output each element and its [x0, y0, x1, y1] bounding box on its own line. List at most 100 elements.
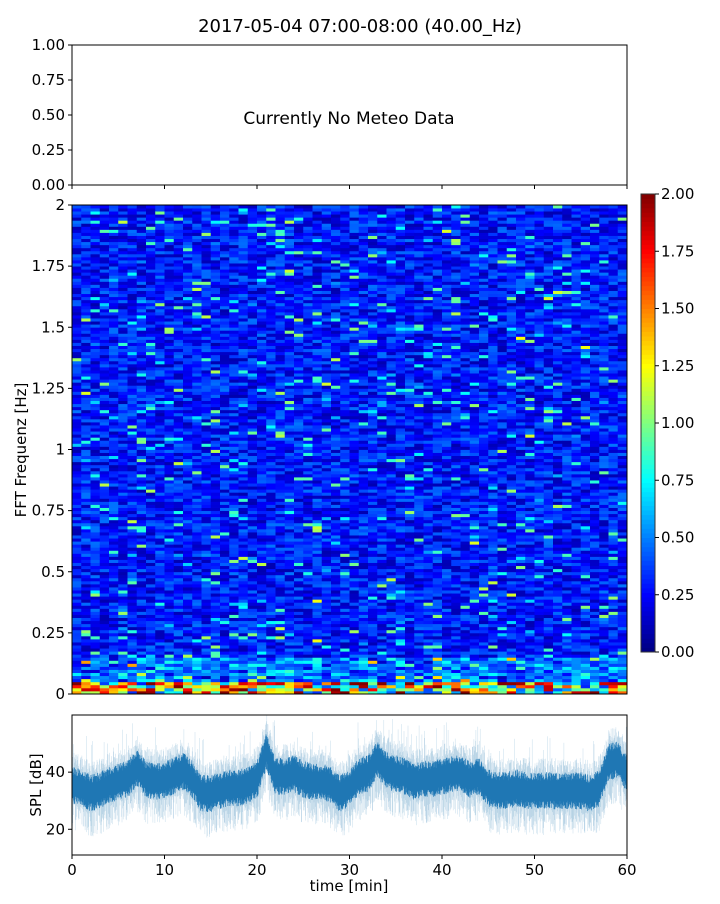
spectrogram-cell [100, 642, 110, 645]
spectrogram-cell [137, 471, 147, 474]
spectrogram-cell [183, 563, 193, 566]
spectrogram-cell [155, 538, 165, 541]
spectrogram-cell [313, 627, 323, 630]
spectrogram-cell [100, 370, 110, 373]
spectrogram-cell [72, 474, 82, 477]
spectrogram-cell [146, 483, 156, 486]
spectrogram-cell [174, 306, 184, 309]
spectrogram-cell [220, 272, 230, 275]
spectrogram-cell [192, 578, 202, 581]
spectrogram-cell [211, 541, 221, 544]
spectrogram-cell [229, 370, 239, 373]
spectrogram-cell [174, 355, 184, 358]
spectrogram-cell [128, 431, 138, 434]
spectrogram-cell [266, 327, 276, 330]
spectrogram-cell [285, 544, 295, 547]
spectrogram-cell [137, 205, 147, 208]
spectrogram-cell [322, 214, 332, 217]
spectrogram-cell [313, 663, 323, 666]
spectrogram-cell [239, 236, 249, 239]
spectrogram-cell [340, 529, 350, 532]
spectrogram-cell [137, 431, 147, 434]
spectrogram-cell [72, 236, 82, 239]
spectrogram-cell [303, 645, 313, 648]
spectrogram-cell [229, 670, 239, 673]
spectrogram-cell [276, 294, 286, 297]
spectrogram-cell [155, 443, 165, 446]
spectrogram-cell [109, 385, 119, 388]
spectrogram-cell [183, 223, 193, 226]
spectrogram-cell [229, 453, 239, 456]
spectrogram-cell [109, 544, 119, 547]
spectrogram-cell [155, 288, 165, 291]
spectrogram-cell [72, 379, 82, 382]
spectrogram-cell [137, 272, 147, 275]
spectrogram-cell [118, 547, 128, 550]
spectrogram-cell [340, 419, 350, 422]
spectrogram-cell [239, 618, 249, 621]
spectrogram-cell [183, 233, 193, 236]
spectrogram-cell [155, 272, 165, 275]
spectrogram-cell [257, 324, 267, 327]
spectrogram-cell [165, 407, 175, 410]
spectrogram-cell [183, 639, 193, 642]
spectrogram-cell [155, 229, 165, 232]
spectrogram-cell [165, 673, 175, 676]
spectrogram-cell [359, 676, 369, 679]
spectrogram-cell [322, 654, 332, 657]
spectrogram-cell [109, 654, 119, 657]
spectrogram-cell [183, 453, 193, 456]
spectrogram-cell [192, 385, 202, 388]
spectrogram-cell [192, 636, 202, 639]
spectrogram-cell [202, 492, 212, 495]
spectrogram-cell [331, 575, 341, 578]
spectrogram-cell [211, 388, 221, 391]
spectrogram-cell [100, 590, 110, 593]
spectrogram-cell [174, 205, 184, 208]
spectrogram-cell [294, 388, 304, 391]
spectrogram-cell [257, 618, 267, 621]
spectrogram-cell [313, 682, 323, 685]
spectrogram-cell [340, 239, 350, 242]
spectrogram-cell [350, 642, 360, 645]
spectrogram-cell [239, 257, 249, 260]
spectrogram-cell [202, 428, 212, 431]
spectrogram-cell [220, 379, 230, 382]
spectrogram-cell [192, 682, 202, 685]
spectrogram-cell [294, 422, 304, 425]
spectrogram-cell [266, 324, 276, 327]
spectrogram-cell [239, 291, 249, 294]
spectrogram-cell [229, 495, 239, 498]
spectrogram-cell [313, 480, 323, 483]
spectrogram-cell [109, 413, 119, 416]
spectrogram-cell [266, 391, 276, 394]
spectrogram-cell [81, 459, 91, 462]
spectrogram-cell [211, 413, 221, 416]
spectrogram-cell [174, 217, 184, 220]
spectrogram-cell [220, 535, 230, 538]
spectrogram-cell [137, 459, 147, 462]
spectrogram-cell [248, 284, 258, 287]
spectrogram-cell [359, 688, 369, 691]
spectrogram-cell [192, 336, 202, 339]
spectrogram-cell [322, 242, 332, 245]
spectrogram-cell [303, 498, 313, 501]
spectrogram-cell [220, 560, 230, 563]
spectrogram-cell [266, 541, 276, 544]
spectrogram-cell [257, 401, 267, 404]
spectrogram-cell [100, 636, 110, 639]
spectrogram-cell [331, 456, 341, 459]
spectrogram-cell [313, 291, 323, 294]
spectrogram-cell [285, 556, 295, 559]
spectrogram-cell [174, 459, 184, 462]
spectrogram-cell [322, 599, 332, 602]
spectrogram-cell [146, 553, 156, 556]
spectrogram-cell [202, 456, 212, 459]
spectrogram-cell [211, 275, 221, 278]
spectrogram-cell [81, 388, 91, 391]
spectrogram-cell [72, 508, 82, 511]
spectrogram-cell [91, 303, 101, 306]
spectrogram-cell [192, 495, 202, 498]
spectrogram-cell [165, 391, 175, 394]
spectrogram-cell [165, 251, 175, 254]
